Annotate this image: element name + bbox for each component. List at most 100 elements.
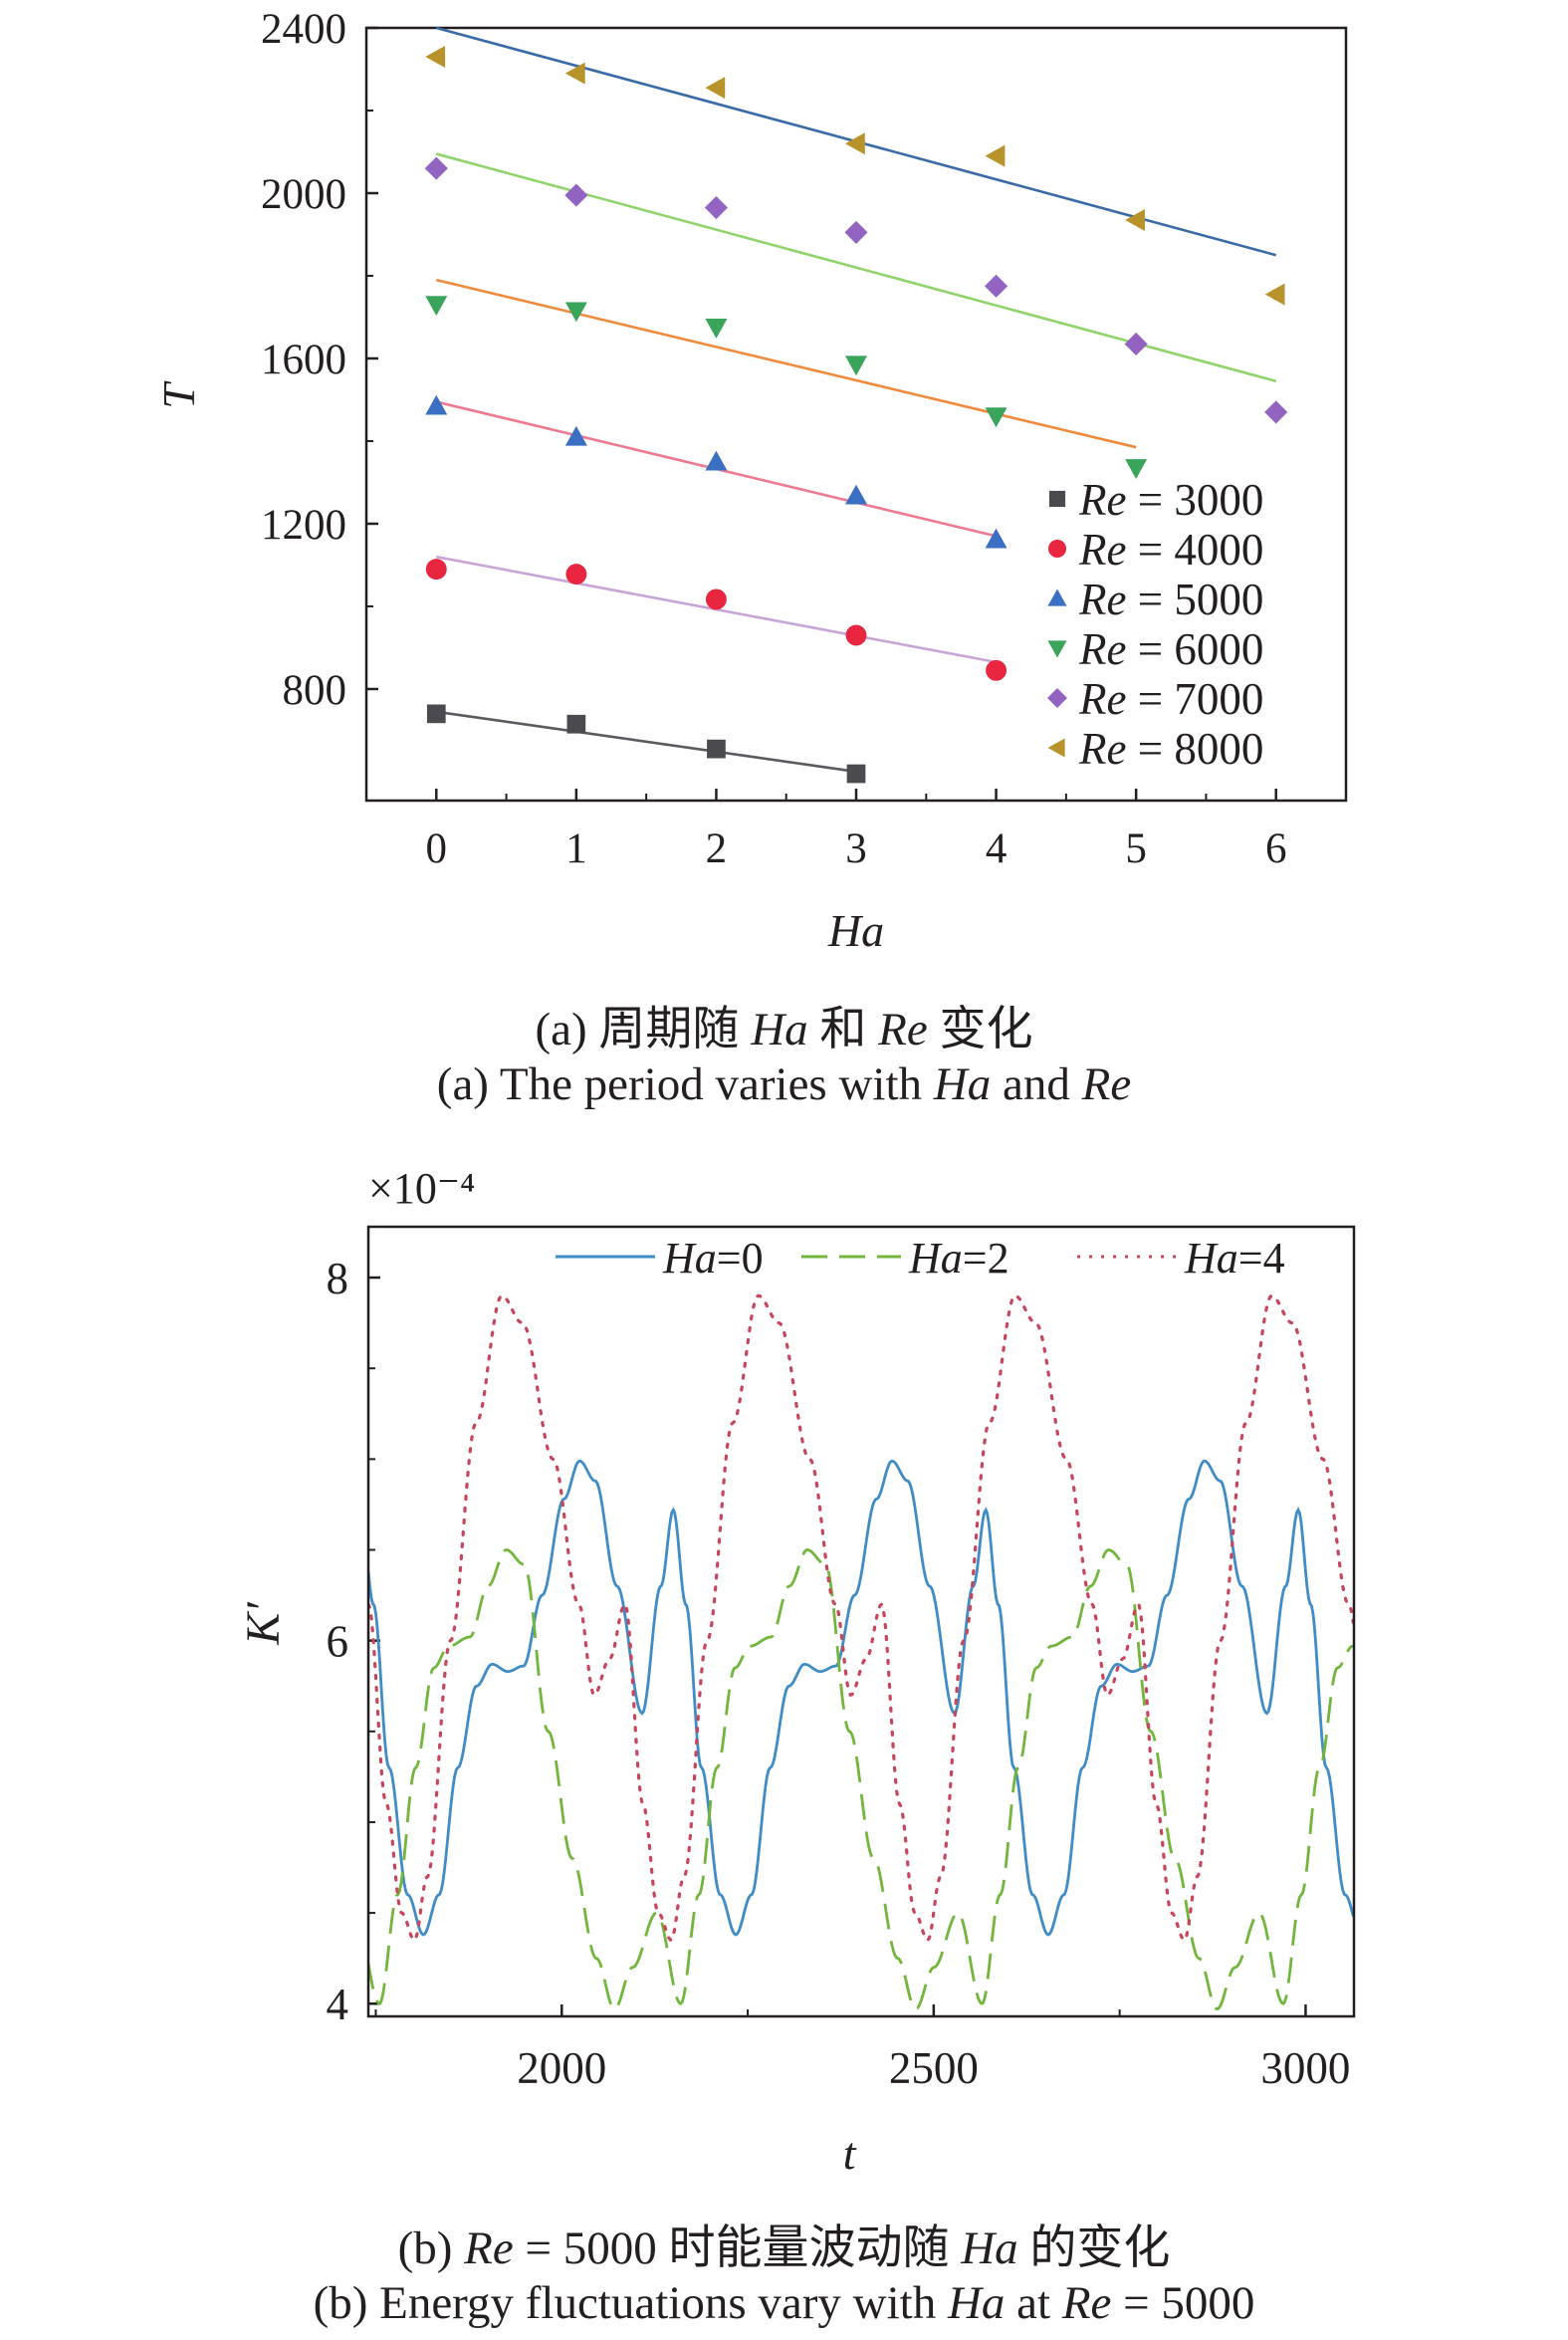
- legend-var: Ha: [1184, 1234, 1238, 1283]
- chart-b-x-axis-label: t: [843, 2128, 857, 2179]
- chart-a-x-tick-label: 4: [986, 825, 1008, 872]
- chart-a-point: [985, 274, 1008, 298]
- caption-b-english: (b) Energy fluctuations vary with Ha at …: [313, 2277, 1255, 2329]
- legend-var: Re: [1078, 624, 1126, 674]
- chart-a-legend-label: Re = 3000: [1078, 475, 1263, 525]
- chart-a-point: [425, 394, 448, 415]
- chart-a-point: [985, 528, 1008, 549]
- chart-a-point: [705, 319, 728, 339]
- chart-a-point: [985, 407, 1008, 428]
- chart-a-legend-label: Re = 5000: [1078, 575, 1263, 624]
- caption-a-english: (a) The period varies with Ha and Re: [436, 1058, 1132, 1110]
- chart-a-x-tick-label: 1: [565, 825, 587, 872]
- chart-b-legend-label: Ha=0: [662, 1234, 764, 1283]
- chart-b-y-axis-label: K′: [237, 1601, 290, 1646]
- chart-a-point: [844, 220, 868, 244]
- legend-value: = 3000: [1126, 475, 1263, 525]
- chart-a-point: [985, 144, 1006, 167]
- legend-value: = 8000: [1126, 724, 1263, 774]
- chart-b-series-line-Ha=0: [368, 1459, 1354, 1937]
- chart-a-legend-marker: [1047, 738, 1065, 758]
- chart-a-y-tick-label: 1200: [261, 502, 346, 549]
- chart-b-legend-label: Ha=2: [908, 1234, 1009, 1283]
- chart-a-legend-label: Re = 8000: [1078, 724, 1263, 774]
- chart-b-y-tick-label: 8: [327, 1254, 349, 1303]
- caption-a-chinese: (a) 周期随 Ha 和 Re 变化: [535, 1004, 1033, 1055]
- legend-var: Re: [1078, 674, 1126, 724]
- chart-a-x-tick-label: 2: [706, 825, 728, 872]
- chart-a-legend-label: Re = 7000: [1078, 674, 1263, 724]
- chart-a-point: [1125, 459, 1148, 479]
- legend-value: =0: [717, 1234, 764, 1283]
- chart-a-point: [845, 484, 867, 505]
- chart-a-point: [705, 588, 727, 610]
- chart-a-point: [845, 624, 867, 646]
- chart-a-point: [705, 77, 726, 100]
- chart-a-point: [846, 764, 866, 784]
- chart-a-point: [564, 62, 585, 85]
- chart-a-point: [425, 296, 448, 317]
- chart-a-x-tick-label: 0: [426, 825, 448, 872]
- chart-a-legend-marker: [1048, 490, 1066, 508]
- chart-b-plot-frame: [366, 1225, 1356, 2018]
- chart-a-y-tick-label: 800: [283, 667, 347, 714]
- legend-value: = 5000: [1126, 575, 1263, 624]
- chart-b-x-tick-label: 3000: [1260, 2043, 1350, 2093]
- chart-a-point: [705, 450, 728, 471]
- chart-a-point: [707, 739, 726, 759]
- chart-a-y-tick-label: 2000: [261, 171, 346, 218]
- chart-a-point: [564, 302, 587, 323]
- chart-a-point: [426, 704, 446, 724]
- chart-b-series-line-Ha=2: [368, 1548, 1354, 2011]
- chart-a-legend-label: Re = 4000: [1078, 525, 1263, 575]
- legend-value: = 4000: [1126, 525, 1263, 575]
- chart-a-point: [704, 195, 728, 220]
- legend-var: Ha: [908, 1234, 963, 1283]
- legend-var: Re: [1078, 575, 1126, 624]
- chart-b-x-tick-label: 2500: [889, 2043, 979, 2093]
- chart-b-y-multiplier: ×10⁻⁴: [368, 1164, 475, 1213]
- legend-value: = 7000: [1126, 674, 1263, 724]
- chart-a-point: [1264, 283, 1285, 306]
- chart-a-x-tick-label: 3: [845, 825, 867, 872]
- chart-a-point: [566, 714, 586, 734]
- chart-a-point: [845, 355, 867, 376]
- chart-a-fit-line-0: [436, 710, 857, 774]
- chart-a-point: [986, 659, 1008, 681]
- chart-a-point: [425, 559, 447, 581]
- chart-b-y-tick-label: 6: [327, 1617, 349, 1667]
- chart-a-point: [845, 132, 865, 155]
- chart-a-y-axis-label: T: [153, 380, 204, 409]
- chart-a-y-tick-label: 2400: [261, 6, 346, 53]
- chart-a-fit-line-3: [435, 278, 1137, 449]
- chart-b-y-tick-label: 4: [327, 1980, 349, 2029]
- chart-a-point: [565, 564, 587, 585]
- legend-var: Re: [1078, 724, 1126, 774]
- legend-var: Re: [1078, 525, 1126, 575]
- legend-var: Re: [1078, 475, 1126, 525]
- chart-b-x-tick-label: 2000: [517, 2043, 606, 2093]
- chart-a-point: [1124, 332, 1148, 356]
- legend-value: =4: [1238, 1234, 1285, 1283]
- chart-a-x-tick-label: 6: [1265, 825, 1287, 872]
- chart-a-legend-marker: [1047, 688, 1067, 708]
- chart-a-point: [564, 425, 587, 446]
- chart-a-point: [1264, 400, 1288, 424]
- legend-var: Ha: [662, 1234, 717, 1283]
- legend-value: =2: [963, 1234, 1009, 1283]
- chart-b-series-line-Ha=4: [368, 1293, 1354, 1943]
- chart-b-legend-label: Ha=4: [1184, 1234, 1285, 1283]
- chart-a-point: [564, 183, 588, 207]
- chart-a-legend-marker: [1047, 539, 1067, 559]
- caption-b-chinese: (b) Re = 5000 时能量波动随 Ha 的变化: [397, 2223, 1171, 2274]
- chart-a-legend-marker: [1047, 640, 1067, 658]
- chart-a-legend-marker: [1047, 588, 1067, 606]
- chart-a-point: [1125, 208, 1145, 231]
- chart-a-y-tick-label: 1600: [261, 337, 346, 383]
- chart-a-legend-label: Re = 6000: [1078, 624, 1263, 674]
- chart-a-x-tick-label: 5: [1125, 825, 1147, 872]
- legend-value: = 6000: [1126, 624, 1263, 674]
